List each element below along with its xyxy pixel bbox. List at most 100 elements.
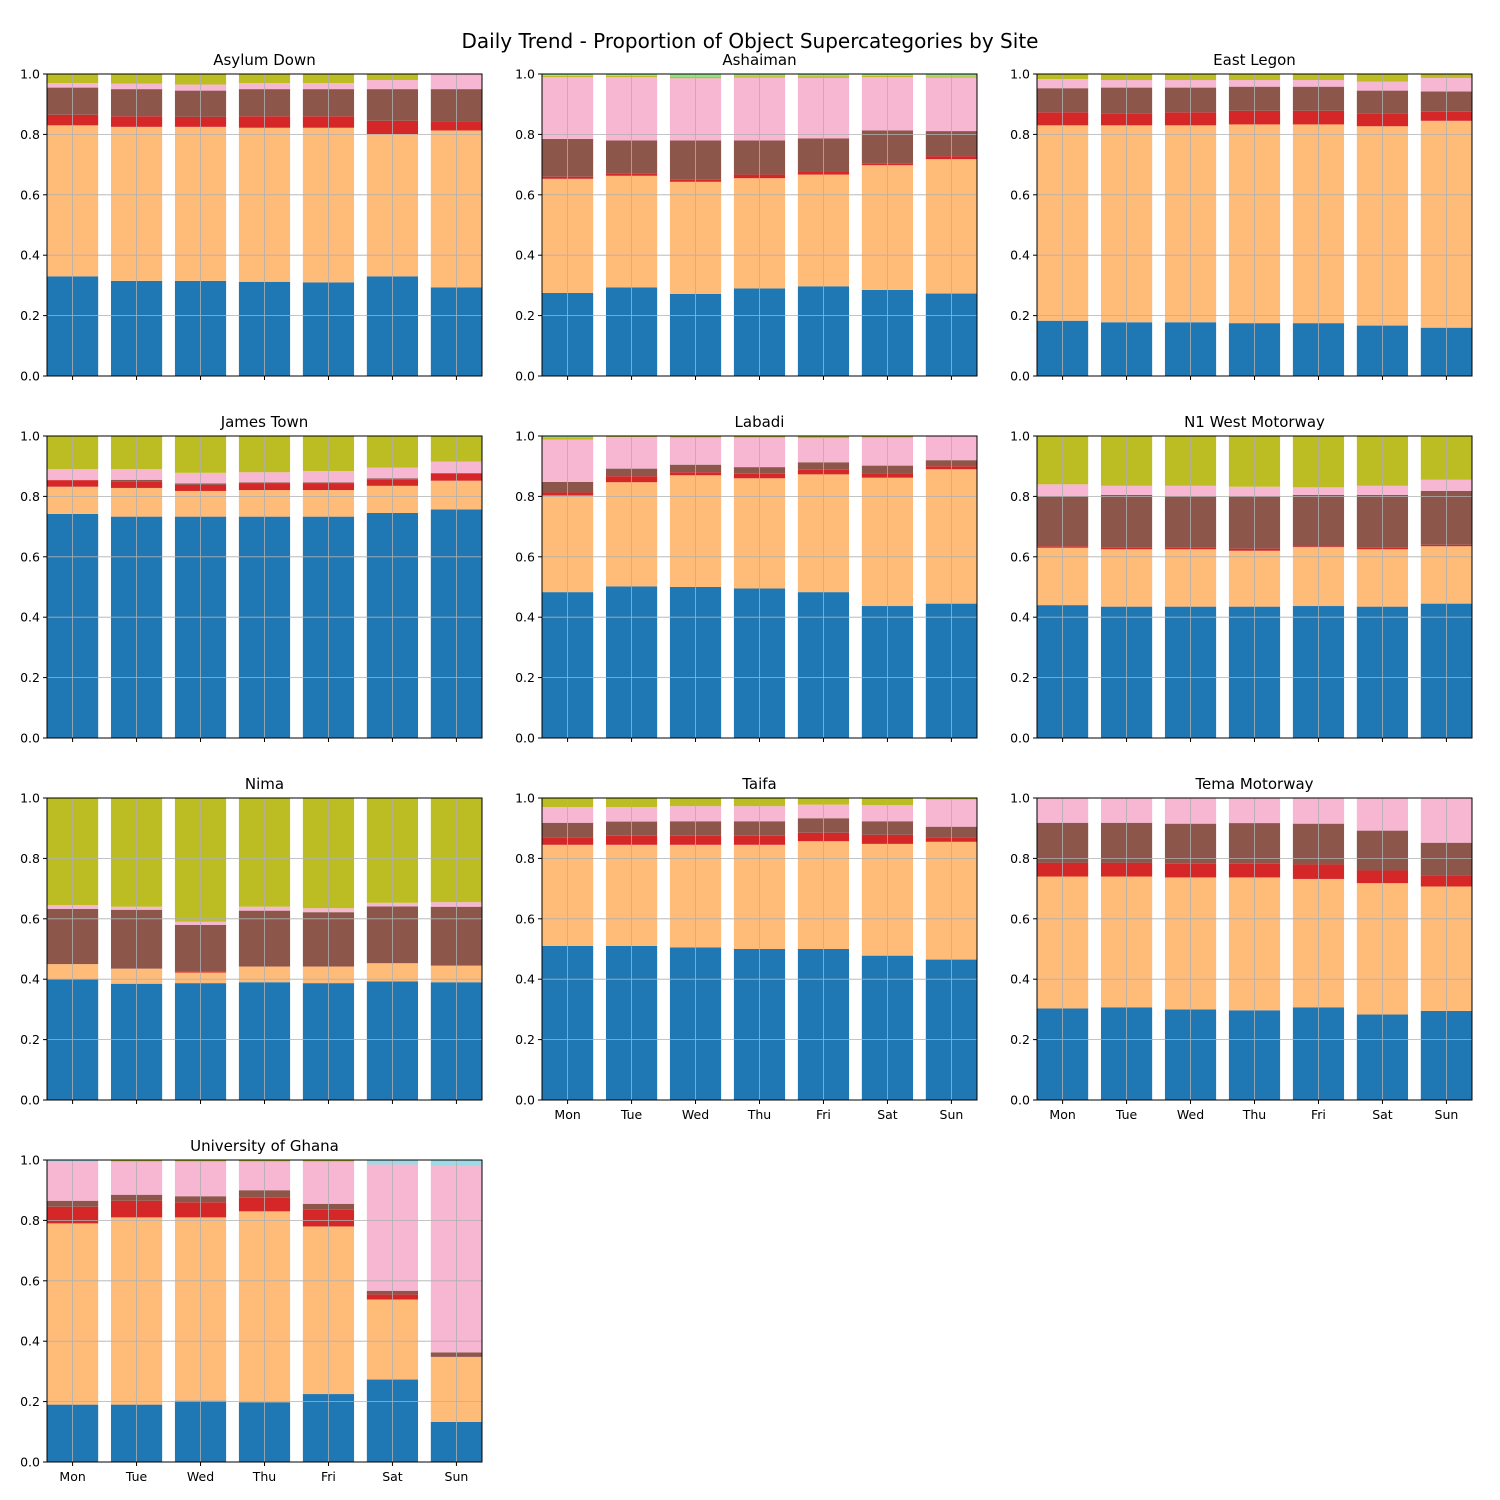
- y-tick-label: 0.8: [515, 489, 535, 504]
- y-tick-label: 0.2: [1010, 308, 1030, 323]
- x-tick-label: Mon: [59, 1469, 85, 1484]
- y-tick-label: 1.0: [515, 791, 535, 806]
- x-tick-label: Thu: [252, 1469, 276, 1484]
- x-tick-label: Wed: [187, 1469, 214, 1484]
- x-tick-label: Tue: [1115, 1107, 1138, 1122]
- y-tick-label: 0.6: [20, 187, 40, 202]
- x-tick-label: Sat: [877, 1107, 898, 1122]
- y-tick-label: 0.8: [20, 851, 40, 866]
- x-tick-label: Fri: [1311, 1107, 1326, 1122]
- y-tick-label: 1.0: [515, 429, 535, 444]
- y-tick-label: 0.0: [1010, 731, 1030, 746]
- y-tick-label: 1.0: [20, 429, 40, 444]
- panel-title: Ashaiman: [722, 51, 796, 69]
- panel-title: Nima: [245, 775, 284, 793]
- x-tick-label: Tue: [125, 1469, 148, 1484]
- y-tick-label: 0.0: [515, 731, 535, 746]
- panel-title: Asylum Down: [213, 51, 316, 69]
- y-tick-label: 0.2: [515, 308, 535, 323]
- y-tick-label: 0.6: [515, 187, 535, 202]
- x-tick-label: Sun: [445, 1469, 469, 1484]
- x-tick-label: Sun: [940, 1107, 964, 1122]
- y-tick-label: 0.2: [515, 1032, 535, 1047]
- panel-3: James Town 0.0 0.2 0.4 0.6 0.8 1.0: [20, 413, 483, 746]
- y-tick-label: 0.2: [515, 670, 535, 685]
- y-tick-label: 0.2: [20, 1394, 40, 1409]
- y-tick-label: 1.0: [1010, 429, 1030, 444]
- y-tick-label: 0.4: [1010, 610, 1030, 625]
- y-tick-label: 0.6: [515, 549, 535, 564]
- x-tick-label: Wed: [682, 1107, 709, 1122]
- y-tick-label: 0.2: [1010, 670, 1030, 685]
- y-tick-label: 0.6: [1010, 549, 1030, 564]
- y-tick-label: 0.2: [20, 1032, 40, 1047]
- y-tick-label: 0.8: [1010, 489, 1030, 504]
- panel-8: Tema Motorway 0.0 0.2 0.4 0.6 0.8 1.0 Mon Tue Wed…: [1010, 775, 1473, 1122]
- y-tick-label: 0.6: [515, 911, 535, 926]
- panel-5: N1 West Motorway 0.0 0.2 0.4 0.6 0.8 1.0: [1010, 413, 1473, 746]
- y-tick-label: 0.0: [515, 369, 535, 384]
- y-tick-label: 0.8: [1010, 851, 1030, 866]
- y-tick-label: 0.4: [1010, 248, 1030, 263]
- x-tick-label: Sat: [382, 1469, 403, 1484]
- y-tick-label: 0.8: [20, 489, 40, 504]
- x-tick-label: Thu: [747, 1107, 771, 1122]
- y-tick-label: 0.0: [1010, 1093, 1030, 1108]
- figure-title: Daily Trend - Proportion of Object Super…: [462, 29, 1039, 53]
- panel-7: Taifa 0.0 0.2 0.4 0.6 0.8 1.0 Mon Tue Wed Thu Fri Sa…: [515, 775, 978, 1122]
- y-tick-label: 0.2: [20, 308, 40, 323]
- y-tick-label: 0.2: [20, 670, 40, 685]
- y-tick-label: 0.0: [20, 369, 40, 384]
- y-tick-label: 0.4: [20, 972, 40, 987]
- x-tick-label: Sat: [1372, 1107, 1393, 1122]
- y-tick-label: 0.0: [20, 1455, 40, 1470]
- panel-1: Ashaiman 0.0 0.2 0.4 0.6 0.8 1.0: [515, 51, 978, 384]
- panel-title: University of Ghana: [190, 1137, 339, 1155]
- y-tick-label: 1.0: [1010, 67, 1030, 82]
- y-tick-label: 0.0: [515, 1093, 535, 1108]
- panel-6: Nima 0.0 0.2 0.4 0.6 0.8 1.0: [20, 775, 483, 1108]
- panel-9: University of Ghana 0.0 0.2 0.4 0.6 0.8 1.0 Mon…: [20, 1137, 483, 1484]
- y-tick-label: 0.0: [20, 1093, 40, 1108]
- y-tick-label: 1.0: [20, 791, 40, 806]
- y-tick-label: 0.6: [20, 911, 40, 926]
- x-tick-label: Fri: [816, 1107, 831, 1122]
- x-tick-label: Mon: [1049, 1107, 1075, 1122]
- y-tick-label: 0.4: [515, 248, 535, 263]
- y-tick-label: 0.6: [20, 549, 40, 564]
- y-tick-label: 0.4: [515, 972, 535, 987]
- x-tick-label: Wed: [1177, 1107, 1204, 1122]
- panel-title: N1 West Motorway: [1184, 413, 1325, 431]
- y-tick-label: 0.6: [1010, 187, 1030, 202]
- y-tick-label: 0.8: [20, 127, 40, 142]
- panel-title: East Legon: [1213, 51, 1296, 69]
- y-tick-label: 0.0: [20, 731, 40, 746]
- y-tick-label: 0.6: [1010, 911, 1030, 926]
- x-tick-label: Tue: [620, 1107, 643, 1122]
- y-tick-label: 0.4: [20, 610, 40, 625]
- y-tick-label: 0.4: [1010, 972, 1030, 987]
- y-tick-label: 1.0: [1010, 791, 1030, 806]
- panels: Asylum Down 0.0 0.2 0.4 0.6 0.8 1.0 Ashaiman 0.0…: [20, 51, 1473, 1484]
- y-tick-label: 0.8: [20, 1213, 40, 1228]
- panel-4: Labadi 0.0 0.2 0.4 0.6 0.8 1.0: [515, 413, 978, 746]
- y-tick-label: 0.8: [1010, 127, 1030, 142]
- x-tick-label: Thu: [1242, 1107, 1266, 1122]
- y-tick-label: 0.4: [20, 1334, 40, 1349]
- y-tick-label: 1.0: [515, 67, 535, 82]
- y-tick-label: 0.2: [1010, 1032, 1030, 1047]
- y-tick-label: 0.4: [515, 610, 535, 625]
- x-tick-label: Mon: [554, 1107, 580, 1122]
- y-tick-label: 0.8: [515, 127, 535, 142]
- panel-0: Asylum Down 0.0 0.2 0.4 0.6 0.8 1.0: [20, 51, 483, 384]
- panel-title: James Town: [220, 413, 309, 431]
- panel-title: Taifa: [741, 775, 777, 793]
- panel-title: Labadi: [735, 413, 785, 431]
- panel-2: East Legon 0.0 0.2 0.4 0.6 0.8 1.0: [1010, 51, 1473, 384]
- y-tick-label: 1.0: [20, 67, 40, 82]
- y-tick-label: 0.4: [20, 248, 40, 263]
- x-tick-label: Sun: [1435, 1107, 1459, 1122]
- y-tick-label: 0.6: [20, 1273, 40, 1288]
- y-tick-label: 1.0: [20, 1153, 40, 1168]
